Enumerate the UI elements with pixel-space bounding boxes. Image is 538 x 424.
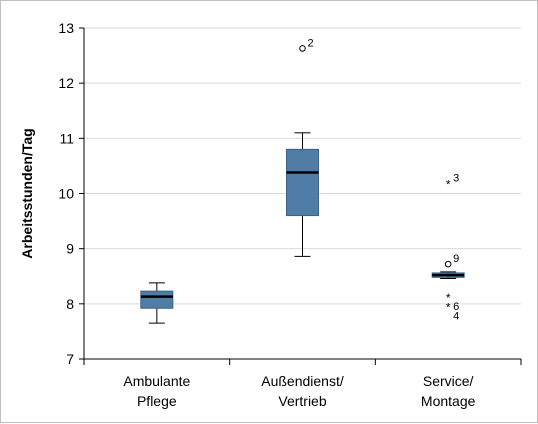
outlier-star-3-4: * — [446, 301, 451, 315]
outlier-label-6: 6 — [453, 301, 459, 313]
y-tick-label-11: 11 — [59, 130, 74, 146]
outlier-label-9: 9 — [453, 253, 459, 265]
y-axis-label: Arbeitsstunden/Tag — [19, 128, 35, 258]
category-label-2-line-2: Vertrieb — [278, 393, 326, 409]
y-tick-label-7: 7 — [66, 351, 74, 367]
outlier-label-4: 4 — [453, 311, 459, 323]
category-label-1-line-2: Pflege — [137, 393, 177, 409]
y-tick-label-8: 8 — [66, 296, 74, 312]
box-2 — [286, 148, 319, 217]
outlier-circle-2-1 — [299, 45, 306, 52]
y-tick-label-12: 12 — [58, 75, 74, 91]
category-label-2-line-1: Außendienst/ — [261, 373, 344, 389]
outlier-circle-3-2 — [444, 260, 452, 268]
y-tick-label-9: 9 — [66, 241, 74, 257]
y-tick-label-13: 13 — [58, 20, 74, 36]
box-1 — [140, 290, 174, 309]
outlier-label-2: 2 — [308, 37, 314, 49]
category-label-3-line-1: Service/ — [423, 373, 474, 389]
outlier-label-3: 3 — [453, 173, 459, 185]
y-tick-label-10: 10 — [58, 186, 74, 202]
category-label-3-line-2: Montage — [421, 393, 476, 409]
outlier-star-3-1: * — [446, 178, 451, 192]
category-label-1-line-1: Ambulante — [123, 373, 190, 389]
outlier-star-3-3: * — [446, 291, 451, 305]
